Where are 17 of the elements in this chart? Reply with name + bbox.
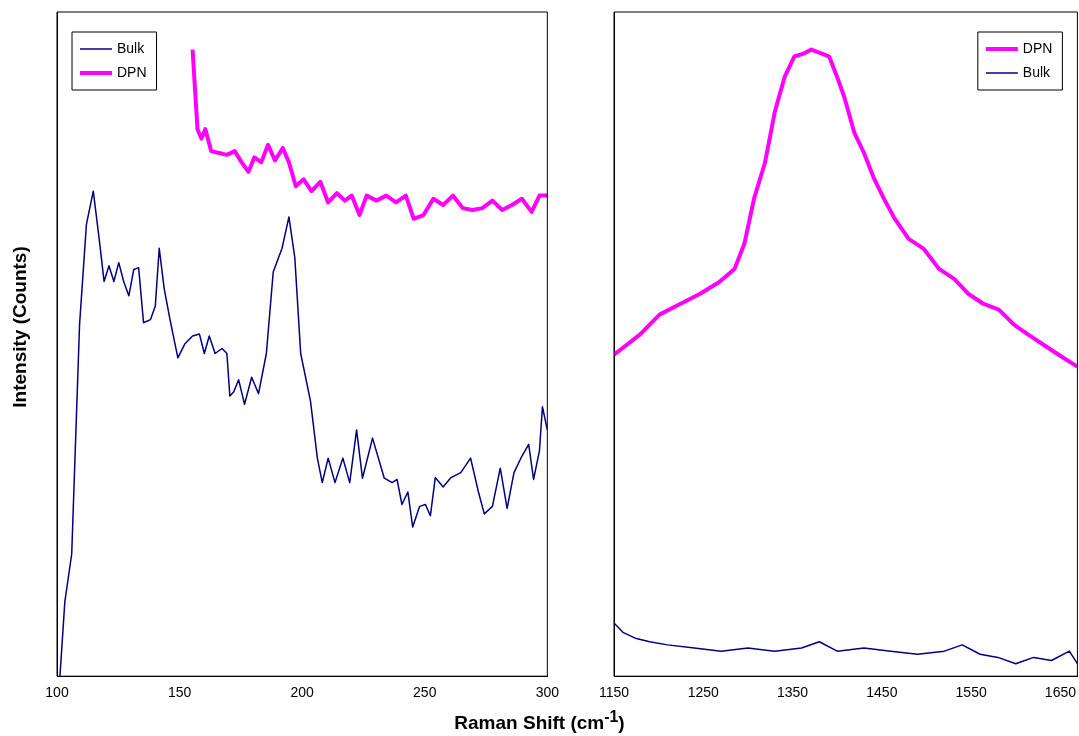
y-axis-title: Intensity (Counts) [9,245,31,410]
x-tick-label: 150 [167,684,192,701]
x-tick-label: 1450 [866,684,898,701]
x-tick-label: 200 [290,684,315,701]
x-tick-label: 1350 [776,684,809,701]
legend-label: DPN [117,63,147,80]
x-tick-label: 1550 [955,684,987,701]
x-tick-label: 1250 [687,684,720,701]
legend-label: Bulk [117,39,146,56]
x-tick-label: 250 [413,684,437,701]
x-axis-title: Raman Shift (cm$^{-1}$) [453,708,626,735]
x-tick-label: 1150 [598,684,630,701]
legend-label: Bulk [1022,63,1052,80]
legend-label: DPN [1022,39,1053,56]
x-tick-label: 1650 [1044,684,1077,701]
x-tick-label: 300 [535,684,560,701]
x-tick-label: 100 [45,684,69,701]
